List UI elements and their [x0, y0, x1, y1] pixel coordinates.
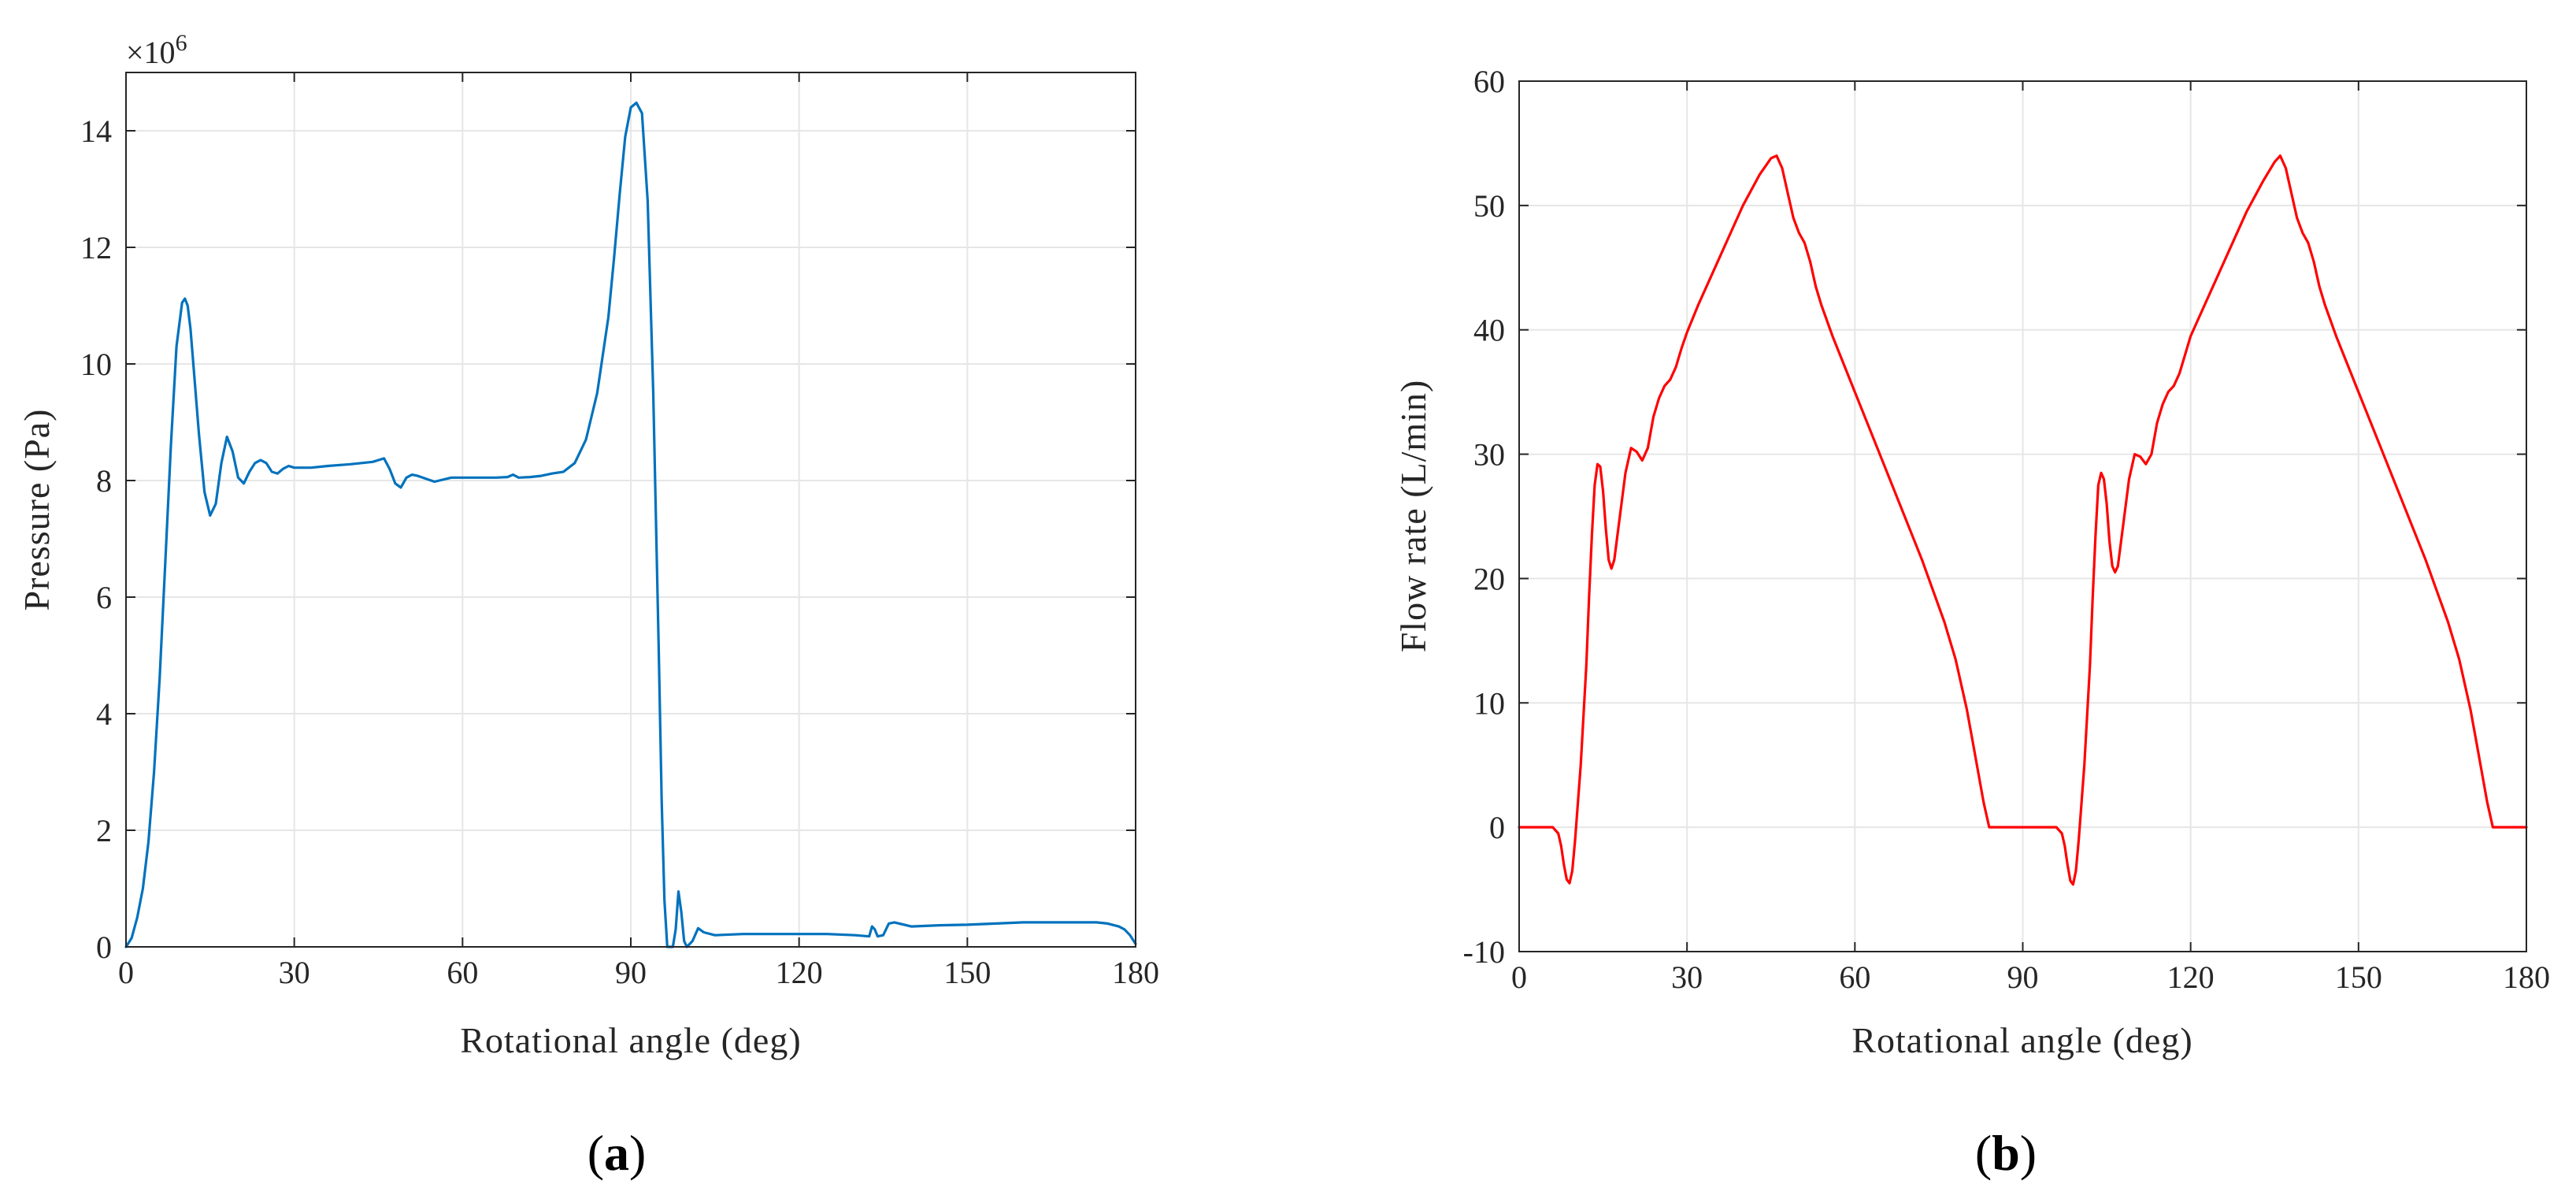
y-tick-labels-b: -10 0 10 20 30 40 50 60	[1463, 64, 1505, 970]
y-tick-label: 50	[1473, 188, 1505, 224]
y-tick-label: 20	[1473, 561, 1505, 596]
gridlines-b	[1518, 80, 2527, 952]
x-tick-label: 180	[2503, 959, 2550, 995]
y-tick-label: 10	[1473, 685, 1505, 721]
series-line	[1518, 154, 2528, 886]
x-tick-label: 60	[447, 955, 478, 990]
y-tick-label: 10	[80, 347, 112, 382]
x-tick-label: 150	[943, 955, 991, 990]
x-axis-label-b: Rotational angle (deg)	[1851, 1020, 2192, 1060]
y-tick-labels-a: 0 2 4 6 8 10 12 14	[80, 113, 112, 965]
y-multiplier-a: ×106	[126, 30, 187, 70]
x-tick-label: 0	[1511, 959, 1527, 995]
x-tick-label: 90	[2007, 959, 2039, 995]
x-tick-label: 60	[1839, 959, 1870, 995]
y-tick-label: -10	[1463, 934, 1505, 970]
y-tick-label: 14	[80, 113, 112, 149]
y-tick-label: 0	[1489, 810, 1505, 845]
y-tick-label: 0	[96, 930, 112, 965]
x-tick-label: 0	[118, 955, 134, 990]
y-tick-label: 4	[96, 696, 112, 732]
plot-frame-a	[125, 72, 1136, 948]
y-axis-label-a: Pressure (Pa)	[17, 409, 57, 611]
y-tick-label: 60	[1473, 64, 1505, 99]
y-tick-label: 6	[96, 580, 112, 615]
x-tick-label: 180	[1112, 955, 1159, 990]
y-tick-label: 2	[96, 813, 112, 848]
x-tick-labels-a: 0 30 60 90 120 150 180	[118, 955, 1159, 990]
data-series-a	[124, 101, 1137, 948]
y-axis-label-b: Flow rate (L/min)	[1393, 380, 1433, 653]
y-tick-label: 12	[80, 230, 112, 265]
panel-label-b: (b)	[1975, 1125, 2037, 1181]
x-tick-label: 150	[2335, 959, 2382, 995]
x-tick-label: 30	[1671, 959, 1703, 995]
x-tick-label: 120	[2167, 959, 2215, 995]
y-tick-label: 8	[96, 463, 112, 499]
gridlines-a	[125, 72, 1136, 948]
series-line	[124, 101, 1137, 948]
x-tick-labels-b: 0 30 60 90 120 150 180	[1511, 959, 2550, 995]
x-tick-label: 90	[615, 955, 647, 990]
y-tick-label: 40	[1473, 313, 1505, 348]
y-tick-label: 30	[1473, 437, 1505, 473]
x-axis-label-a: Rotational angle (deg)	[460, 1020, 801, 1060]
x-tick-label: 120	[776, 955, 823, 990]
data-series-b	[1518, 154, 2528, 886]
panel-label-a: (a)	[587, 1125, 647, 1181]
plot-frame-b	[1518, 80, 2527, 952]
x-tick-label: 30	[279, 955, 310, 990]
chart-panel-a: 0 30 60 90 120 150 180 0 2 4 6 8 10 12 14 ×106 Rotati…	[17, 30, 1159, 1181]
